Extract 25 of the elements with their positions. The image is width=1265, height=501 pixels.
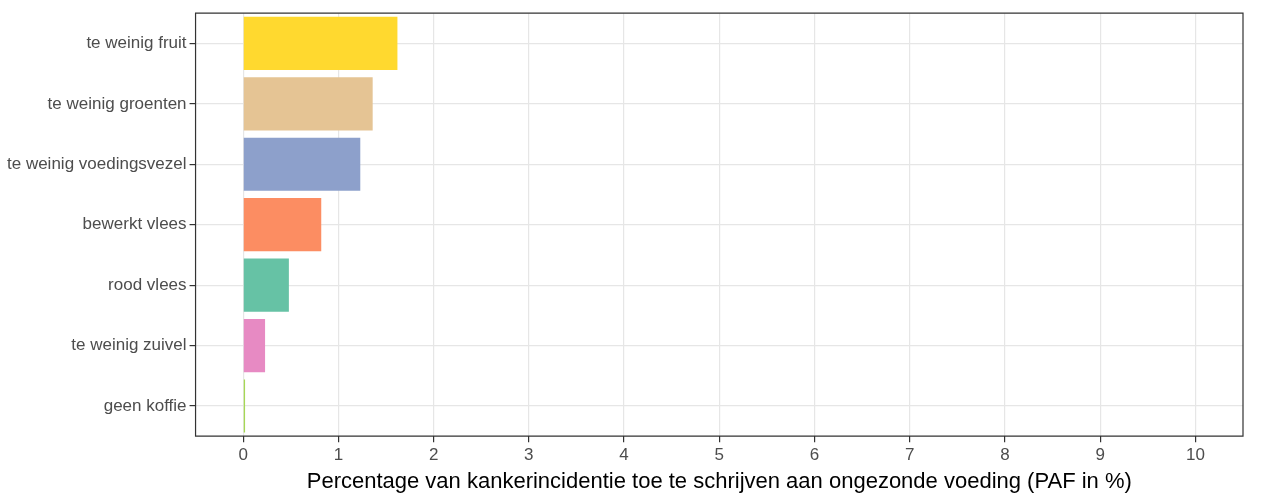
y-tick-label: te weinig groenten [47,93,187,113]
y-tick-label: bewerkt vlees [82,214,187,234]
y-tick-label: rood vlees [108,274,187,294]
x-tick-label: 0 [238,445,248,465]
bar [243,137,361,191]
x-tick-label: 7 [904,445,915,465]
x-tick-label: 1 [333,445,344,465]
y-tick-label: te weinig zuivel [71,335,187,355]
x-tick-label: 9 [1095,445,1105,465]
x-tick-label: 5 [714,445,725,465]
bar [243,16,398,70]
y-tick-label: te weinig voedingsvezel [6,153,187,173]
bar [243,258,289,312]
x-tick-label: 3 [524,445,534,465]
bar [243,77,373,131]
x-tick-label: 10 [1185,445,1205,465]
x-axis-title: Percentage van kankerincidentie toe te schrijven aan ongezonde voeding (PAF in %) [306,467,1132,493]
x-tick-label: 4 [619,445,629,465]
x-tick-label: 2 [428,445,439,465]
x-tick-label: 6 [809,445,820,465]
bar [243,198,322,252]
bar [243,318,266,373]
y-tick-label: geen koffie [103,395,187,415]
x-tick-label: 8 [1000,445,1010,465]
y-tick-label: te weinig fruit [86,33,187,53]
